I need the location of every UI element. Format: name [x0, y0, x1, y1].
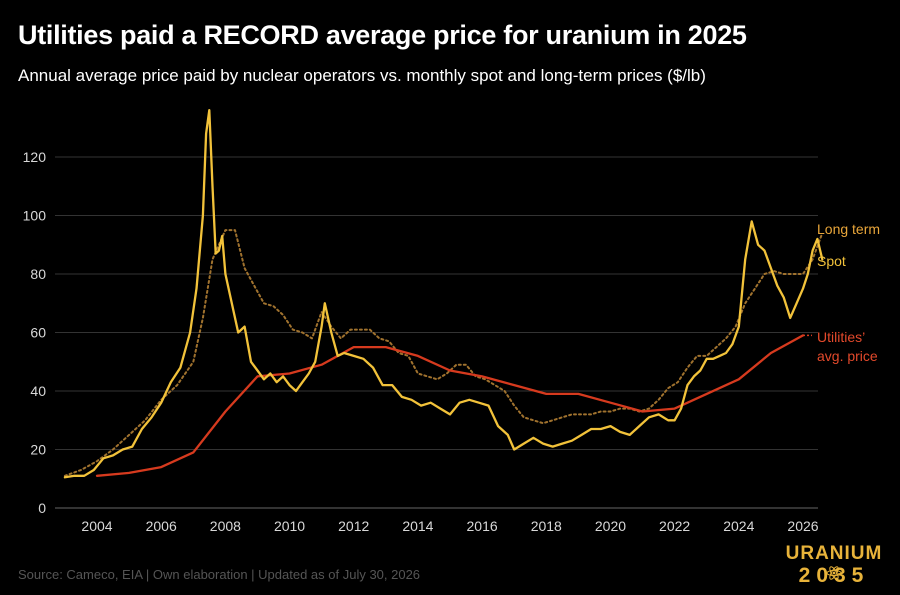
logo-text-uranium: URANIUM: [786, 543, 883, 564]
atom-icon: [826, 566, 842, 580]
series-label-spot: Spot: [817, 253, 846, 269]
x-tick-label: 2026: [787, 518, 818, 534]
x-tick-label: 2022: [659, 518, 690, 534]
y-tick-label: 20: [30, 442, 46, 458]
series-label-long-term: Long term: [817, 221, 880, 237]
series-spot: [63, 109, 824, 479]
y-tick-label: 80: [30, 266, 46, 282]
x-tick-label: 2020: [595, 518, 626, 534]
uranium-2035-logo: URANIUM 2035: [786, 543, 883, 585]
y-tick-label: 40: [30, 383, 46, 399]
x-axis-ticks: 2004 2006 2008 2010 2012 2014 2016 2018 2020 2022…: [81, 518, 818, 534]
x-tick-label: 2016: [467, 518, 498, 534]
source-note: Source: Cameco, EIA | Own elaboration | …: [18, 567, 421, 582]
x-tick-label: 2006: [146, 518, 177, 534]
series-lines: [63, 109, 824, 479]
x-tick-label: 2012: [338, 518, 369, 534]
y-tick-label: 60: [30, 325, 46, 341]
x-tick-label: 2004: [81, 518, 112, 534]
y-tick-label: 100: [23, 208, 47, 224]
y-axis-ticks: 0 20 40 60 80 100 120: [23, 149, 47, 516]
logo-text-2035: 2035: [799, 564, 870, 585]
series-long-term: [63, 229, 824, 477]
x-tick-label: 2008: [210, 518, 241, 534]
series-label-utilities-line2: avg. price: [817, 348, 878, 364]
series-label-utilities-line1: Utilities’: [817, 329, 865, 345]
series-utilities: [95, 334, 805, 477]
series-labels: Long term Spot Utilities’ avg. price: [817, 221, 880, 364]
chart-subtitle: Annual average price paid by nuclear ope…: [18, 66, 706, 85]
x-tick-label: 2018: [531, 518, 562, 534]
x-tick-label: 2014: [402, 518, 433, 534]
x-tick-label: 2010: [274, 518, 305, 534]
chart-title: Utilities paid a RECORD average price fo…: [18, 20, 747, 50]
y-tick-label: 120: [23, 149, 47, 165]
y-tick-label: 0: [38, 500, 46, 516]
x-tick-label: 2024: [723, 518, 754, 534]
gridlines: [55, 156, 818, 509]
